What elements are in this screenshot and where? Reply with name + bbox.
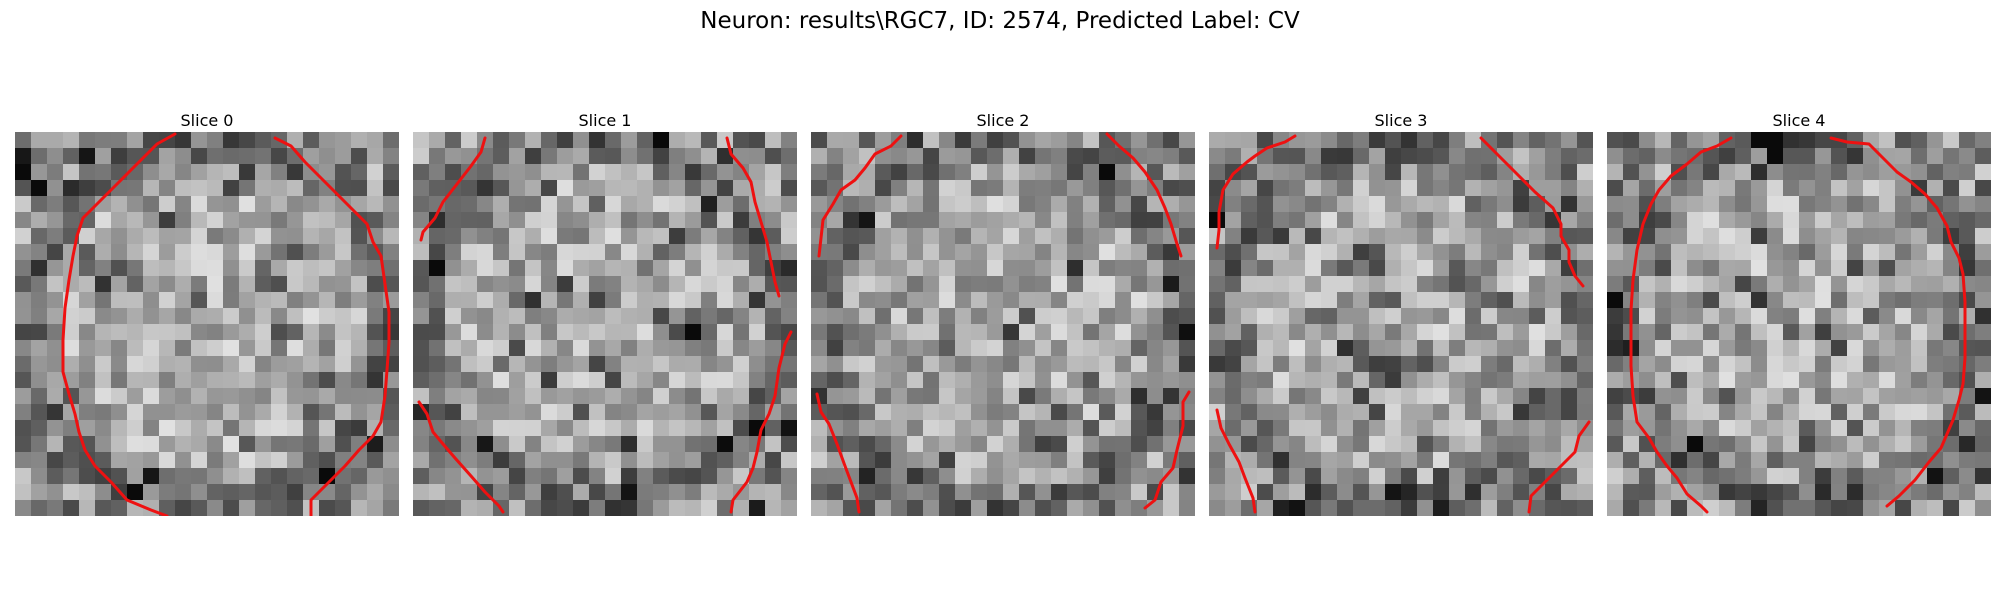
segmentation-contour-1d <box>729 330 793 514</box>
slice-image-1 <box>413 132 797 516</box>
slice-panel-1: Slice 1 <box>413 110 797 516</box>
segmentation-contour-3d <box>1527 420 1591 514</box>
segmentation-contour-1c <box>417 400 505 514</box>
slice-title-4: Slice 4 <box>1772 111 1826 130</box>
slice-pixel-grid-4 <box>1607 132 1991 516</box>
segmentation-contour-1b <box>725 136 781 298</box>
slice-image-3 <box>1209 132 1593 516</box>
slice-pixel-grid-0 <box>15 132 399 516</box>
figure-title: Neuron: results\RGC7, ID: 2574, Predicte… <box>700 8 1300 34</box>
segmentation-contour-2a <box>817 134 903 258</box>
slice-panel-3: Slice 3 <box>1209 110 1593 516</box>
segmentation-contour-0a <box>61 132 177 516</box>
segmentation-contour-3c <box>1215 408 1257 514</box>
slice-pixel-grid-2 <box>811 132 1195 516</box>
slice-pixel-grid-3 <box>1209 132 1593 516</box>
segmentation-contour-4b <box>1829 136 1967 508</box>
slice-image-4 <box>1607 132 1991 516</box>
slice-image-2 <box>811 132 1195 516</box>
slice-pixel-grid-1 <box>413 132 797 516</box>
slice-title-1: Slice 1 <box>578 111 632 130</box>
segmentation-contour-2c <box>815 392 861 514</box>
slice-title-3: Slice 3 <box>1374 111 1428 130</box>
slice-title-2: Slice 2 <box>976 111 1030 130</box>
slice-title-0: Slice 0 <box>180 111 234 130</box>
segmentation-contour-3a <box>1215 134 1297 250</box>
segmentation-contour-4a <box>1629 136 1733 514</box>
slice-image-0 <box>15 132 399 516</box>
slice-panel-2: Slice 2 <box>811 110 1195 516</box>
segmentation-contour-2b <box>1105 132 1183 258</box>
segmentation-contour-3b <box>1479 136 1585 288</box>
slice-panel-0: Slice 0 <box>15 110 399 516</box>
segmentation-contour-2d <box>1143 390 1191 510</box>
slice-panel-4: Slice 4 <box>1607 110 1991 516</box>
segmentation-contour-1a <box>419 136 487 242</box>
segmentation-contour-0b <box>273 136 391 516</box>
